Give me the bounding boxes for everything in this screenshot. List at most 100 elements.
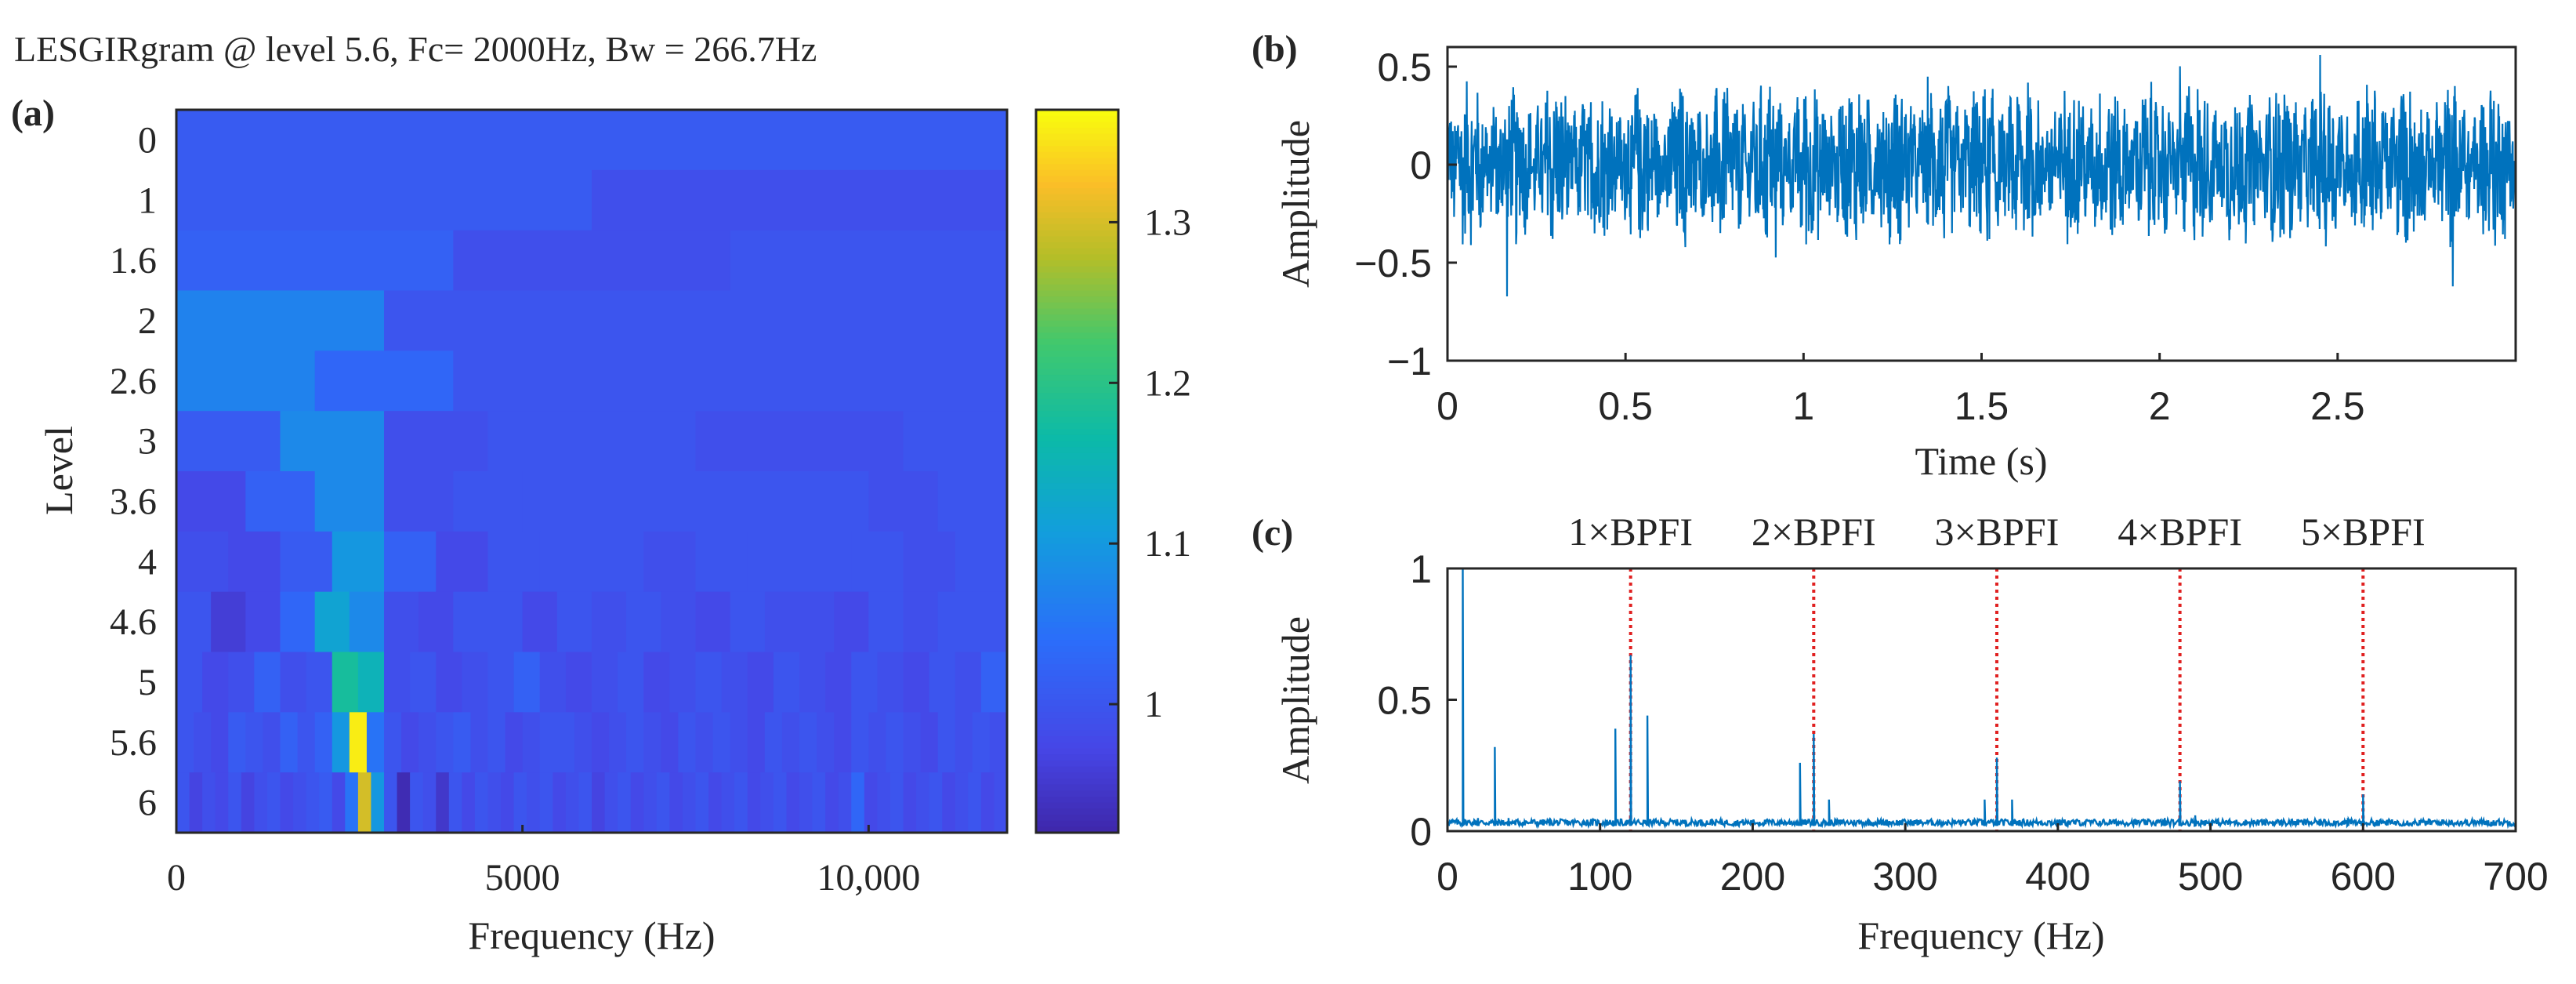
heatmap-cell xyxy=(618,772,632,833)
heatmap-cell xyxy=(712,712,731,773)
heatmap-cell xyxy=(695,652,723,713)
heatmap-cell xyxy=(916,772,930,833)
colorbar-swatch xyxy=(1036,212,1118,220)
amplitude-tick-label: 0.5 xyxy=(1377,45,1432,89)
panel-b-y-label: Amplitude xyxy=(1274,120,1317,288)
colorbar-swatch xyxy=(1036,652,1118,659)
heatmap-cell xyxy=(955,652,982,713)
heatmap-cell xyxy=(280,591,316,653)
colorbar-swatch xyxy=(1036,772,1118,779)
heatmap-cell xyxy=(357,652,385,713)
heatmap-cell xyxy=(436,652,462,713)
heatmap-cell xyxy=(747,652,774,713)
colorbar-swatch xyxy=(1036,471,1118,478)
heatmap-cell xyxy=(254,772,268,833)
heatmap-cell xyxy=(384,411,489,472)
colorbar-swatch xyxy=(1036,344,1118,352)
heatmap-cell xyxy=(643,772,658,833)
heatmap-cell xyxy=(513,652,541,713)
heatmap-cell xyxy=(730,591,766,653)
frequency-tick-label: 10,000 xyxy=(817,857,920,899)
colorbar-swatch xyxy=(1036,808,1118,815)
colorbar-swatch xyxy=(1036,194,1118,202)
heatmap-cell xyxy=(851,772,865,833)
heatmap-cell xyxy=(747,531,800,593)
colorbar-swatch xyxy=(1036,151,1118,159)
heatmap-cell xyxy=(817,712,835,773)
colorbar-swatch xyxy=(1036,513,1118,521)
heatmap-cell xyxy=(747,712,766,773)
colorbar-swatch xyxy=(1036,495,1118,503)
heatmap-cell xyxy=(366,712,385,773)
heatmap-cell xyxy=(332,652,359,713)
heatmap-cell xyxy=(293,772,307,833)
heatmap-cell xyxy=(176,230,454,292)
heatmap-cells xyxy=(176,110,1008,833)
heatmap-cell xyxy=(487,652,515,713)
heatmap-cell xyxy=(202,772,216,833)
colorbar-swatch xyxy=(1036,326,1118,334)
heatmap-cell xyxy=(903,531,956,593)
heatmap-cell xyxy=(245,712,264,773)
heatmap-cell xyxy=(626,591,661,653)
colorbar-swatch xyxy=(1036,122,1118,129)
colorbar-swatch xyxy=(1036,760,1118,768)
colorbar-swatch xyxy=(1036,820,1118,828)
colorbar-swatch xyxy=(1036,260,1118,267)
bpfi-marker-label: 4×BPFI xyxy=(2118,510,2242,554)
heatmap-cell xyxy=(626,712,644,773)
bpfi-marker-label: 3×BPFI xyxy=(1935,510,2060,554)
heatmap-cell xyxy=(764,712,783,773)
heatmap-cell xyxy=(211,712,229,773)
heatmap-cell xyxy=(764,591,800,653)
heatmap-cell xyxy=(592,350,731,412)
amplitude-tick-label: −1 xyxy=(1387,339,1432,383)
heatmap-cell xyxy=(851,531,904,593)
heatmap-cell xyxy=(781,712,800,773)
colorbar-swatch xyxy=(1036,200,1118,207)
colorbar-swatch xyxy=(1036,670,1118,677)
heatmap-cell xyxy=(384,652,411,713)
heatmap-cell xyxy=(505,712,524,773)
heatmap-cell xyxy=(349,591,385,653)
heatmap-cell xyxy=(176,411,281,472)
heatmap-cell xyxy=(773,772,788,833)
heatmap-cell xyxy=(661,712,679,773)
heatmap-cell xyxy=(868,712,887,773)
heatmap-cell xyxy=(306,772,320,833)
heatmap-cell xyxy=(643,531,697,593)
colorbar-swatch xyxy=(1036,393,1118,400)
colorbar-swatch xyxy=(1036,567,1118,575)
heatmap-cell xyxy=(730,230,1008,292)
time-tick-label: 2.5 xyxy=(2310,384,2365,428)
panel-c-frame xyxy=(1446,567,2517,833)
heatmap-cell xyxy=(929,772,943,833)
colorbar-swatch xyxy=(1036,645,1118,653)
heatmap-cell xyxy=(980,772,995,833)
colorbar-swatch xyxy=(1036,441,1118,448)
heatmap-cell xyxy=(176,110,1008,171)
heatmap-cell xyxy=(189,772,203,833)
colorbar-swatch xyxy=(1036,501,1118,508)
heatmap-cell xyxy=(245,471,316,532)
heatmap-cell xyxy=(297,712,316,773)
colorbar-swatch xyxy=(1036,627,1118,635)
heatmap-cell xyxy=(825,652,852,713)
heatmap-cell xyxy=(592,531,644,593)
heatmap-cell xyxy=(453,350,592,412)
spectrum-series-line xyxy=(1447,568,2516,830)
frequency-tick-label: 0 xyxy=(1437,855,1458,899)
colorbar-swatch xyxy=(1036,405,1118,412)
colorbar-swatch xyxy=(1036,284,1118,292)
heatmap-cell xyxy=(228,772,242,833)
colorbar-swatch xyxy=(1036,718,1118,725)
heatmap-cell xyxy=(565,652,592,713)
heatmap-cell xyxy=(955,772,969,833)
level-tick-label: 1.6 xyxy=(110,240,157,281)
heatmap-cell xyxy=(539,712,558,773)
level-tick-label: 2 xyxy=(138,300,157,342)
heatmap-cell xyxy=(384,290,592,351)
heatmap-cell xyxy=(487,712,506,773)
heatmap-cell xyxy=(384,471,454,532)
time-tick-label: 0 xyxy=(1437,384,1458,428)
